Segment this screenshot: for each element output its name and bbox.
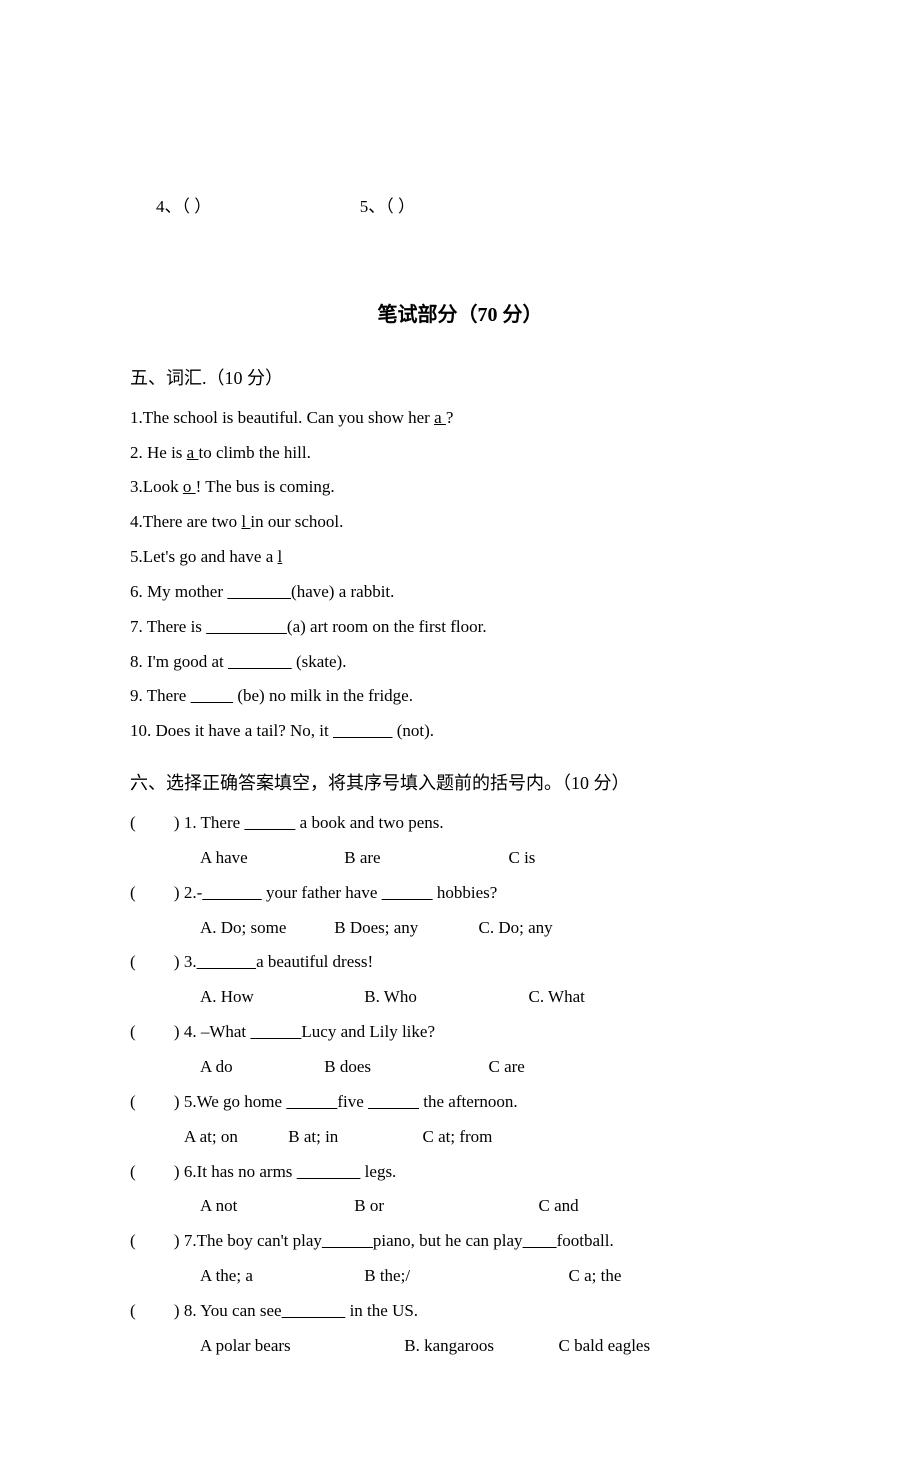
option-c: C is xyxy=(509,841,536,876)
sec6-q7-options: A the; a B the;/ C a; the xyxy=(130,1259,790,1294)
sec6-q6-options: A not B or C and xyxy=(130,1189,790,1224)
sec6-q4-options: A do B does C are xyxy=(130,1050,790,1085)
sec5-q8: 8. I'm good at (skate). xyxy=(130,645,790,680)
option-c: C. Do; any xyxy=(479,911,553,946)
sec6-q2-options: A. Do; some B Does; any C. Do; any xyxy=(130,911,790,946)
option-c: C and xyxy=(539,1189,579,1224)
sec6-q3-options: A. How B. Who C. What xyxy=(130,980,790,1015)
option-c: C at; from xyxy=(423,1120,493,1155)
option-b: B at; in xyxy=(288,1120,418,1155)
option-c: C. What xyxy=(529,980,585,1015)
option-b: B. Who xyxy=(364,980,524,1015)
sec6-q1-options: A have B are C is xyxy=(130,841,790,876)
sec5-q9: 9. There (be) no milk in the fridge. xyxy=(130,679,790,714)
option-c: C are xyxy=(489,1050,525,1085)
sec6-q5-stem: ( ) 5.We go home five the afternoon. xyxy=(130,1085,790,1120)
listening-item-5: 5、（ ） xyxy=(360,197,415,216)
sec6-q1-stem: ( ) 1. There a book and two pens. xyxy=(130,806,790,841)
option-a: A the; a xyxy=(200,1259,360,1294)
sec5-q7: 7. There is (a) art room on the first fl… xyxy=(130,610,790,645)
section-6-title: 六、选择正确答案填空，将其序号填入题前的括号内。（10 分） xyxy=(130,765,790,802)
sec6-q4-stem: ( ) 4. –What Lucy and Lily like? xyxy=(130,1015,790,1050)
sec5-q5: 5.Let's go and have a l xyxy=(130,540,790,575)
option-a: A. How xyxy=(200,980,360,1015)
option-b: B or xyxy=(354,1189,534,1224)
option-a: A at; on xyxy=(184,1120,284,1155)
option-a: A have xyxy=(200,841,340,876)
sec5-q10: 10. Does it have a tail? No, it (not). xyxy=(130,714,790,749)
option-a: A do xyxy=(200,1050,320,1085)
option-c: C a; the xyxy=(569,1259,622,1294)
listening-row: 4、（ ） 5、（ ） xyxy=(156,190,790,225)
option-c: C bald eagles xyxy=(559,1329,651,1364)
option-a: A polar bears xyxy=(200,1329,400,1364)
option-b: B the;/ xyxy=(364,1259,564,1294)
sec5-q1: 1.The school is beautiful. Can you show … xyxy=(130,401,790,436)
option-b: B does xyxy=(324,1050,484,1085)
written-section-header: 笔试部分（70 分） xyxy=(130,295,790,336)
sec6-q5-options: A at; on B at; in C at; from xyxy=(130,1120,790,1155)
sec6-q8-options: A polar bears B. kangaroos C bald eagles xyxy=(130,1329,790,1364)
option-b: B are xyxy=(344,841,504,876)
option-a: A not xyxy=(200,1189,350,1224)
option-b: B. kangaroos xyxy=(404,1329,554,1364)
section-5-title: 五、词汇.（10 分） xyxy=(130,360,790,397)
sec5-q6: 6. My mother (have) a rabbit. xyxy=(130,575,790,610)
sec6-q2-stem: ( ) 2.- your father have hobbies? xyxy=(130,876,790,911)
sec6-q8-stem: ( ) 8. You can see in the US. xyxy=(130,1294,790,1329)
option-a: A. Do; some xyxy=(200,911,330,946)
sec6-q6-stem: ( ) 6.It has no arms legs. xyxy=(130,1155,790,1190)
sec5-q4: 4.There are two l in our school. xyxy=(130,505,790,540)
sec6-q7-stem: ( ) 7.The boy can't play piano, but he c… xyxy=(130,1224,790,1259)
sec6-q3-stem: ( ) 3. a beautiful dress! xyxy=(130,945,790,980)
sec5-q3: 3.Look o ! The bus is coming. xyxy=(130,470,790,505)
sec5-q2: 2. He is a to climb the hill. xyxy=(130,436,790,471)
option-b: B Does; any xyxy=(334,911,474,946)
listening-item-4: 4、（ ） xyxy=(156,197,211,216)
